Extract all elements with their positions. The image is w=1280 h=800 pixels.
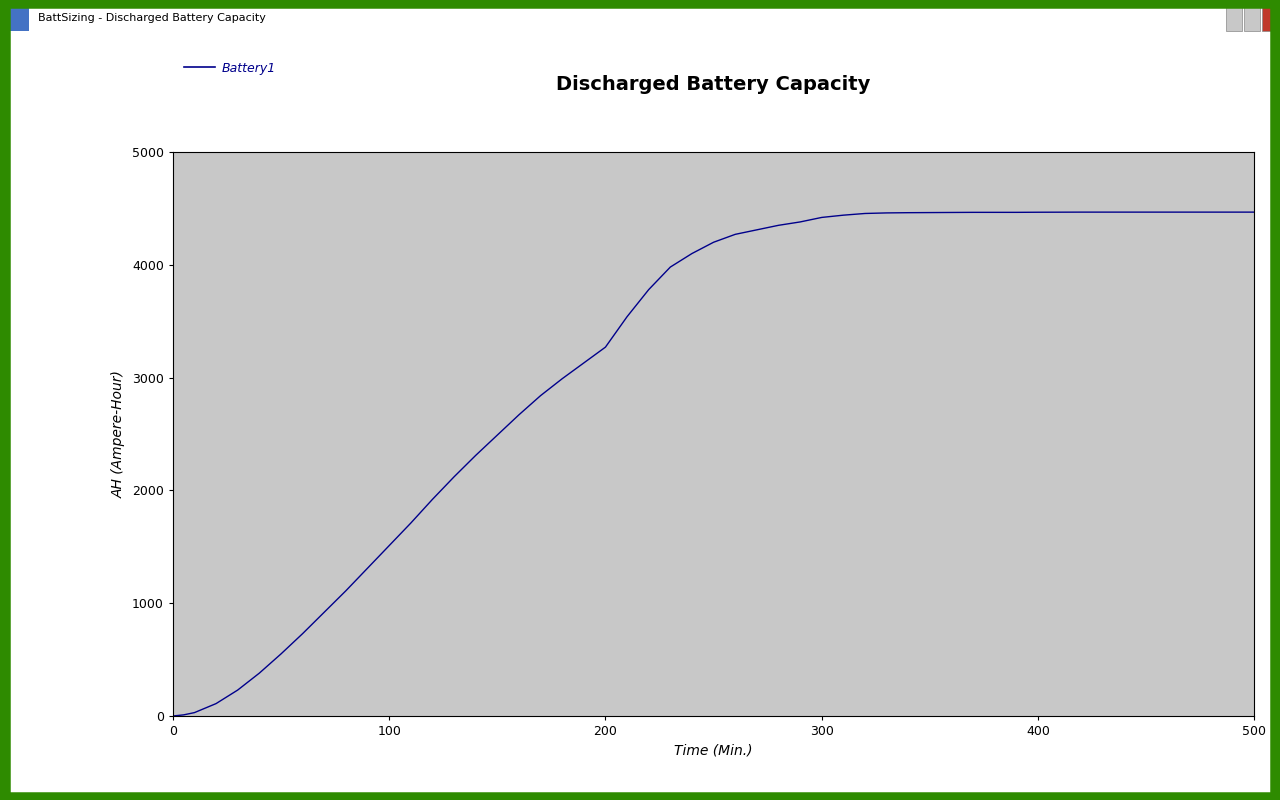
Bar	[6, 6, 29, 30]
Text: BattSizing - Discharged Battery Capacity: BattSizing - Discharged Battery Capacity	[38, 13, 266, 23]
Y-axis label: AH (Ampere-Hour): AH (Ampere-Hour)	[113, 370, 127, 498]
Title: Discharged Battery Capacity: Discharged Battery Capacity	[557, 74, 870, 94]
Bar	[1226, 6, 1242, 30]
Bar	[1262, 6, 1277, 30]
X-axis label: Time (Min.): Time (Min.)	[675, 743, 753, 758]
Bar	[1244, 6, 1260, 30]
Legend: Battery1: Battery1	[179, 57, 280, 80]
